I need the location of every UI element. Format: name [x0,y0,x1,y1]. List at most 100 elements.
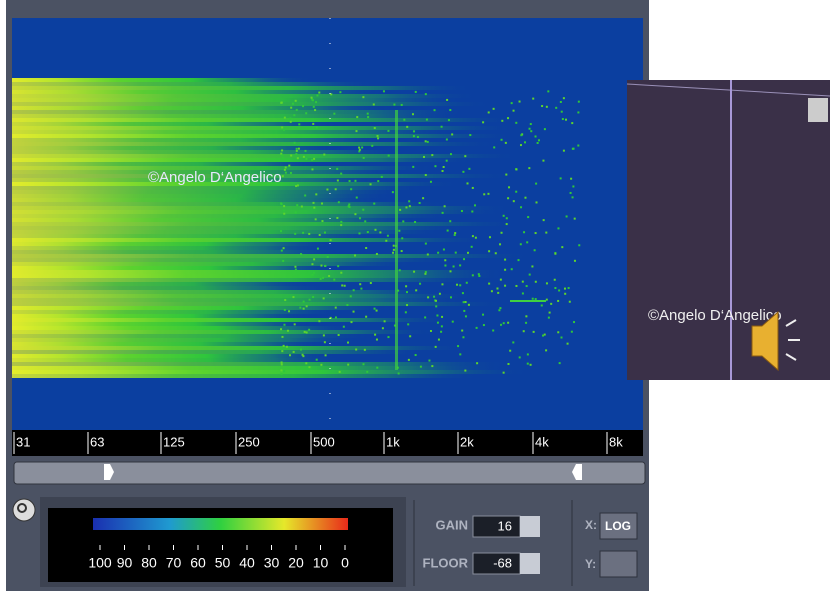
spectral-speck [577,111,579,113]
spectral-speck [555,107,557,109]
frequency-label: 31 [16,434,30,449]
spectral-speck [459,284,461,286]
spectral-speck [450,296,452,298]
spectral-speck [507,363,509,365]
spectral-band [12,326,353,330]
colorbar [93,518,348,530]
spectral-speck [287,330,289,332]
spectral-line [510,300,546,302]
gain-value: 16 [498,518,512,533]
spectral-speck [524,197,526,199]
spectral-speck [441,126,443,128]
zoom-button[interactable] [13,499,35,521]
frequency-label: 500 [313,434,335,449]
y-scale-button[interactable] [600,551,637,577]
spectral-speck [431,365,433,367]
spectral-speck [535,281,537,283]
spectral-band [12,318,452,322]
spectral-speck [350,295,352,297]
spectral-speck [413,135,415,137]
spectral-speck [457,345,459,347]
spectral-speck [340,173,342,175]
spectral-speck [311,274,313,276]
spectral-speck [427,141,429,143]
spectral-speck [487,193,489,195]
spectral-speck [503,215,505,217]
spectral-speck [313,158,315,160]
spectral-speck [467,252,469,254]
spectral-speck [453,265,455,267]
floor-stepper[interactable] [520,553,540,574]
inset-panel [627,80,830,380]
frequency-label: 8k [609,434,623,449]
spectral-speck [312,123,314,125]
spectral-speck [459,264,461,266]
frequency-label: 63 [90,434,104,449]
spectral-speck [513,110,515,112]
spectral-band [12,346,466,350]
spectral-speck [546,106,548,108]
spectral-speck [371,145,373,147]
spectral-band [12,138,394,142]
spectral-speck [437,252,439,254]
spectral-speck [365,247,367,249]
spectral-speck [518,259,520,261]
spectral-speck [290,172,292,174]
spectral-band [12,258,451,262]
spectral-speck [527,353,529,355]
spectral-speck [444,265,446,267]
spectral-speck [498,309,500,311]
spectral-speck [323,154,325,156]
spectral-speck [419,283,421,285]
spectral-speck [364,220,366,222]
spectral-band [12,202,447,206]
spectral-band [12,114,462,118]
spectral-speck [525,322,527,324]
spectral-speck [360,288,362,290]
spectral-speck [285,172,287,174]
spectral-speck [406,304,408,306]
spectral-speck [563,97,565,99]
spectral-speck [471,210,473,212]
spectral-speck [504,269,506,271]
spectral-speck [311,263,313,265]
gain-stepper[interactable] [520,516,540,537]
spectral-band [12,370,530,374]
spectral-speck [367,113,369,115]
spectral-speck [549,312,551,314]
gain-field[interactable] [473,516,520,537]
spectral-speck [374,334,376,336]
spectral-speck [512,341,514,343]
spectral-speck [350,188,352,190]
spectral-speck [501,139,503,141]
spectral-speck [450,270,452,272]
spectral-speck [295,100,297,102]
spectral-speck [412,166,414,168]
spectral-speck [536,201,538,203]
spectral-speck [292,296,294,298]
spectral-band [12,130,454,134]
spectral-band [12,134,513,138]
spectral-speck [439,293,441,295]
spectral-speck [537,142,539,144]
spectral-speck [370,183,372,185]
spectral-speck [425,140,427,142]
spectral-speck [296,150,298,152]
spectral-speck [281,126,283,128]
spectral-speck [282,260,284,262]
spectral-speck [415,289,417,291]
spectral-speck [344,285,346,287]
spectral-speck [321,220,323,222]
spectral-speck [315,193,317,195]
colorbar-label: 100 [88,555,112,571]
spectral-speck [308,233,310,235]
spectral-band [12,290,448,294]
spectral-speck [377,135,379,137]
spectral-speck [530,130,532,132]
spectral-speck [370,282,372,284]
spectral-speck [281,364,283,366]
spectral-speck [335,316,337,318]
spectral-band [12,98,463,102]
spectral-speck [412,113,414,115]
spectral-speck [523,330,525,332]
